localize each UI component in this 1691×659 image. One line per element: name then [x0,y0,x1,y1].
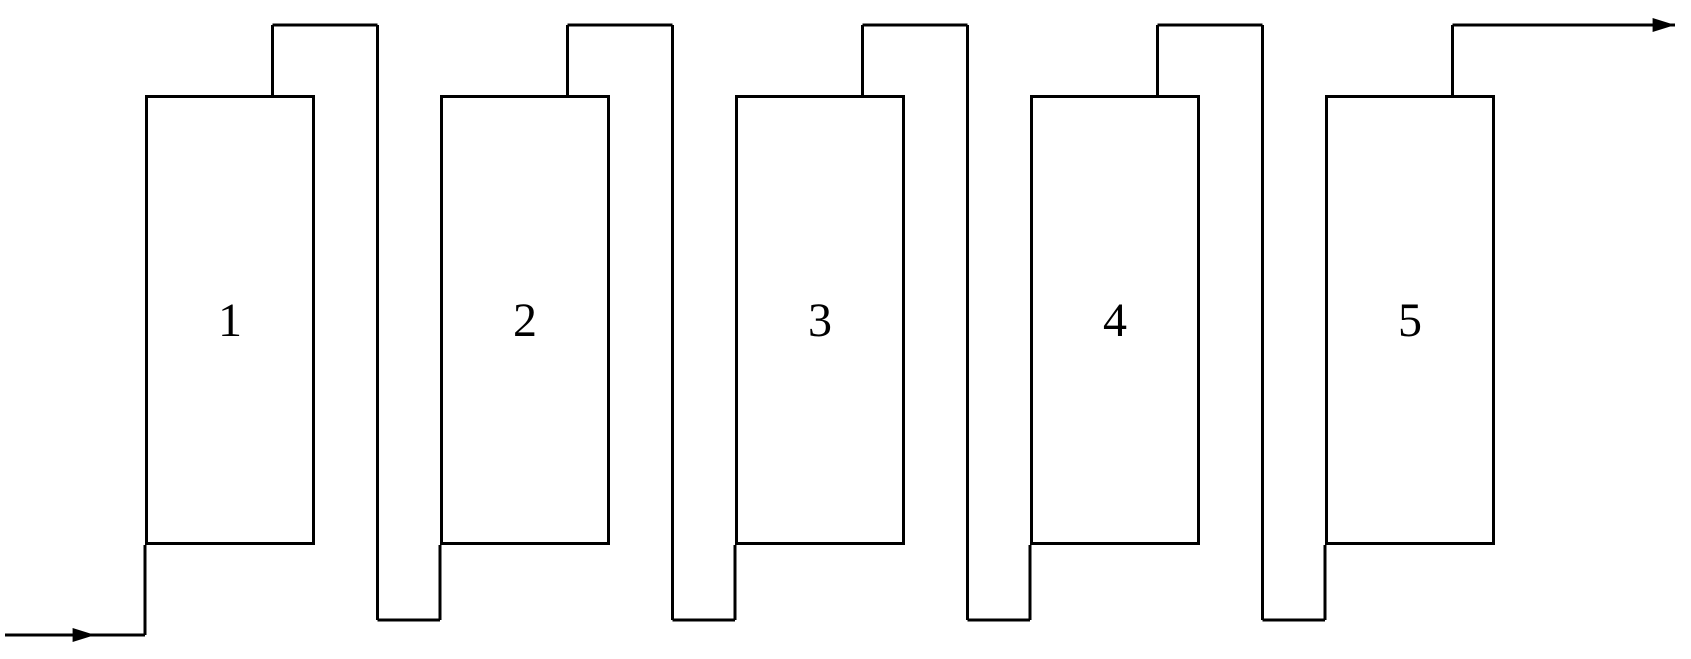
stage-label: 3 [808,293,832,348]
stage-box-2: 2 [440,95,610,545]
stage-label: 4 [1103,293,1127,348]
stage-box-5: 5 [1325,95,1495,545]
stage-box-3: 3 [735,95,905,545]
stage-box-4: 4 [1030,95,1200,545]
stage-label: 1 [218,293,242,348]
stage-box-1: 1 [145,95,315,545]
stage-label: 2 [513,293,537,348]
stage-label: 5 [1398,293,1422,348]
